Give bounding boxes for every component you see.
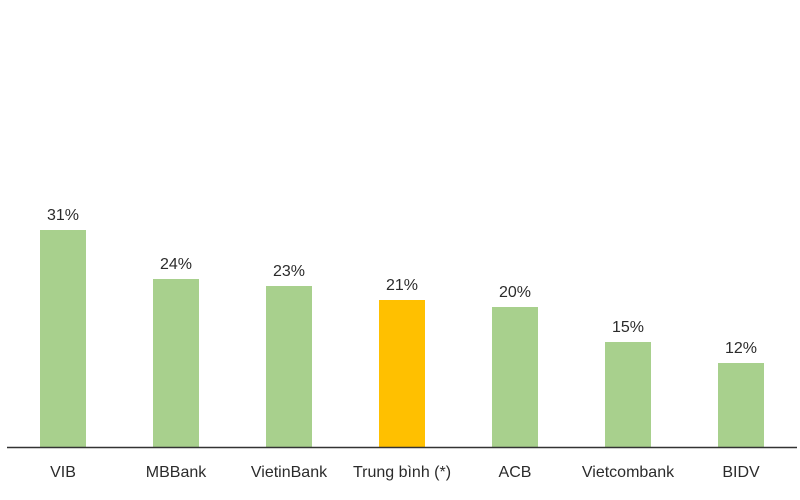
category-label-5: Vietcombank [582,464,675,481]
value-label-0: 31% [47,207,79,224]
value-label-4: 20% [499,284,531,301]
value-label-5: 15% [612,319,644,336]
category-label-2: VietinBank [251,464,328,481]
category-label-0: VIB [50,464,76,481]
value-label-1: 24% [160,256,192,273]
category-label-1: MBBank [146,464,207,481]
bar-3 [379,300,425,447]
bar-0 [40,230,86,447]
bar-4 [492,307,538,447]
bar-5 [605,342,651,447]
bar-1 [153,279,199,447]
bar-2 [266,286,312,447]
category-label-6: BIDV [722,464,760,481]
value-label-2: 23% [273,263,305,280]
category-label-4: ACB [499,464,532,481]
value-label-3: 21% [386,277,418,294]
value-label-6: 12% [725,340,757,357]
bar-6 [718,363,764,447]
category-label-3: Trung bình (*) [353,464,451,481]
